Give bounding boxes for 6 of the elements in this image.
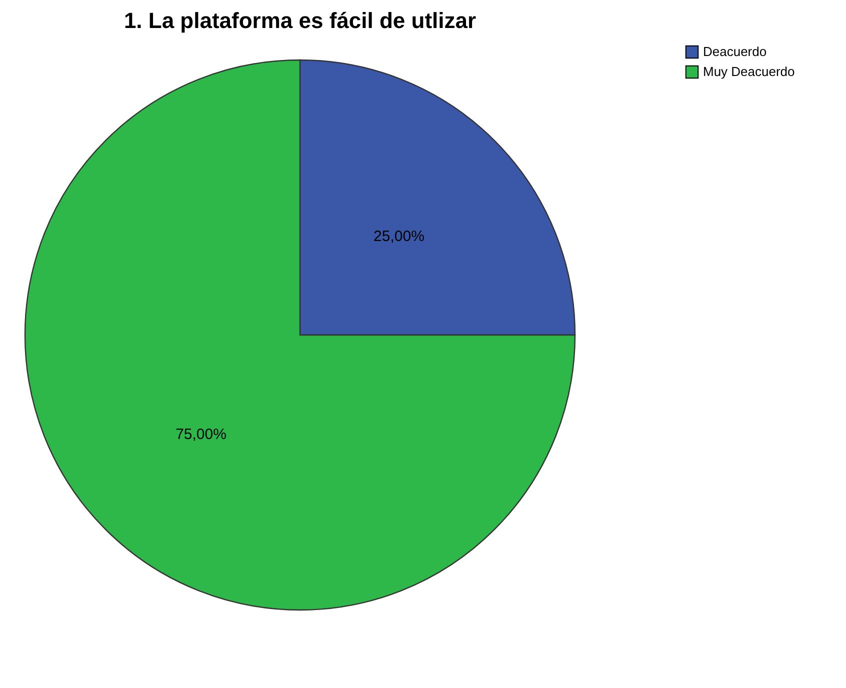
legend-label: Muy Deacuerdo — [703, 64, 795, 79]
legend-label: Deacuerdo — [703, 44, 767, 59]
data-label: 25,00% — [374, 228, 424, 246]
pie-slice — [24, 59, 576, 610]
chart-title: 1. La plataforma es fácil de utlizar — [124, 8, 476, 33]
data-label: 75,00% — [176, 426, 226, 443]
